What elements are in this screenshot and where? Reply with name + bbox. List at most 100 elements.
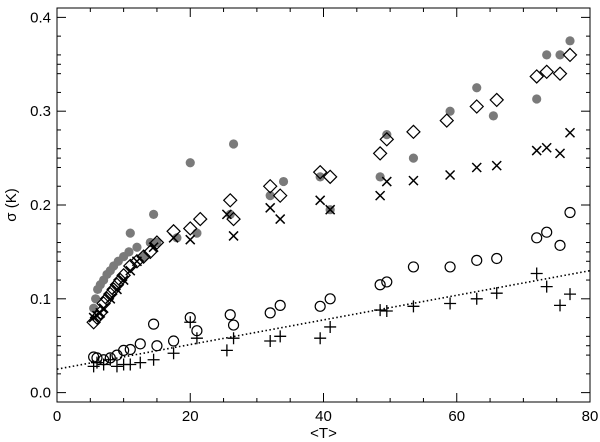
point-open-circle bbox=[314, 300, 326, 312]
point-filled-circle bbox=[472, 83, 482, 93]
point-open-circle bbox=[124, 343, 136, 356]
point-filled-circle bbox=[555, 50, 565, 60]
point-open-circle bbox=[274, 299, 286, 311]
point-open-diamond bbox=[469, 99, 485, 114]
point-open-diamond bbox=[142, 244, 158, 260]
point-open-diamond bbox=[552, 66, 568, 82]
point-filled-circle bbox=[408, 153, 419, 163]
point-open-circle bbox=[491, 252, 503, 265]
point-plus bbox=[380, 305, 393, 318]
point-filled-circle bbox=[445, 106, 455, 116]
point-plus bbox=[227, 332, 240, 345]
point-x-cross bbox=[221, 209, 232, 220]
point-filled-circle bbox=[532, 94, 542, 104]
point-open-circle bbox=[151, 340, 163, 352]
point-plus bbox=[530, 267, 543, 280]
point-x-cross bbox=[265, 202, 276, 213]
axes-frame bbox=[56, 7, 591, 403]
fit-line-layer bbox=[56, 269, 591, 370]
point-plus bbox=[184, 316, 197, 329]
point-plus bbox=[264, 335, 277, 348]
point-plus bbox=[124, 358, 137, 371]
point-filled-circle bbox=[125, 228, 135, 238]
point-filled-circle bbox=[375, 172, 385, 182]
series-open-circle bbox=[88, 206, 576, 366]
point-open-circle bbox=[407, 261, 420, 273]
x-tick-label: 60 bbox=[448, 408, 465, 425]
y-tick-label: 0.4 bbox=[30, 9, 51, 26]
point-open-circle bbox=[554, 239, 566, 251]
point-plus bbox=[564, 288, 577, 301]
point-open-circle bbox=[531, 232, 543, 244]
point-filled-circle bbox=[91, 294, 101, 304]
point-filled-circle bbox=[315, 172, 325, 182]
point-open-circle bbox=[167, 335, 180, 347]
point-x-cross bbox=[564, 127, 576, 138]
point-open-circle bbox=[264, 307, 276, 319]
y-tick-label: 0.3 bbox=[30, 103, 51, 120]
point-x-cross bbox=[275, 214, 286, 225]
point-open-diamond bbox=[222, 192, 238, 208]
point-plus bbox=[190, 332, 203, 345]
series-x-cross bbox=[88, 127, 576, 323]
point-x-cross bbox=[118, 275, 129, 286]
point-filled-circle bbox=[149, 209, 159, 219]
point-open-diamond bbox=[272, 188, 288, 203]
point-x-cross bbox=[131, 256, 142, 267]
point-x-cross bbox=[408, 175, 419, 186]
point-filled-circle bbox=[185, 158, 195, 168]
point-x-cross bbox=[98, 303, 109, 314]
point-open-diamond bbox=[89, 310, 105, 325]
point-x-cross bbox=[185, 234, 196, 245]
point-open-diamond bbox=[192, 211, 208, 227]
point-x-cross bbox=[381, 176, 392, 187]
point-open-circle bbox=[324, 293, 336, 305]
point-x-cross bbox=[105, 293, 116, 304]
point-plus bbox=[324, 320, 337, 333]
point-open-diamond bbox=[182, 221, 198, 236]
series-plus bbox=[87, 267, 577, 373]
point-x-cross bbox=[491, 160, 502, 171]
point-open-circle bbox=[374, 279, 386, 291]
point-open-diamond bbox=[136, 249, 151, 264]
point-open-diamond bbox=[86, 314, 101, 330]
point-x-cross bbox=[125, 265, 136, 276]
point-plus bbox=[274, 330, 287, 343]
point-x-cross bbox=[148, 242, 159, 253]
point-open-diamond bbox=[489, 92, 505, 108]
y-tick-label: 0.2 bbox=[30, 197, 51, 214]
point-plus bbox=[540, 280, 553, 293]
point-filled-circle bbox=[265, 191, 275, 201]
point-open-diamond bbox=[406, 124, 421, 140]
series-filled-circle bbox=[89, 36, 575, 313]
fit-line bbox=[56, 269, 591, 370]
point-filled-circle bbox=[124, 247, 134, 257]
point-open-circle bbox=[471, 254, 483, 266]
point-filled-circle bbox=[278, 176, 289, 187]
series-open-diamond bbox=[86, 47, 578, 330]
point-open-diamond bbox=[539, 64, 555, 80]
y-axis-label: σ (K) bbox=[3, 188, 20, 221]
point-open-circle bbox=[227, 319, 240, 331]
point-open-circle bbox=[381, 276, 393, 288]
point-open-diamond bbox=[379, 131, 395, 147]
point-filled-circle bbox=[172, 233, 182, 243]
point-open-circle bbox=[224, 309, 236, 321]
point-x-cross bbox=[445, 169, 456, 181]
point-open-circle bbox=[134, 338, 146, 350]
point-plus bbox=[104, 353, 117, 366]
point-x-cross bbox=[325, 204, 336, 215]
point-plus bbox=[167, 347, 180, 360]
point-plus bbox=[220, 344, 233, 357]
point-x-cross bbox=[228, 230, 239, 241]
point-open-diamond bbox=[262, 178, 278, 194]
point-plus bbox=[490, 287, 503, 300]
point-filled-circle bbox=[225, 209, 235, 219]
x-tick-label: 80 bbox=[582, 408, 599, 425]
point-open-circle bbox=[118, 344, 130, 357]
point-x-cross bbox=[531, 145, 542, 156]
point-x-cross bbox=[168, 232, 179, 243]
y-tick-label: 0.1 bbox=[30, 291, 51, 308]
data-points-layer bbox=[86, 36, 578, 373]
